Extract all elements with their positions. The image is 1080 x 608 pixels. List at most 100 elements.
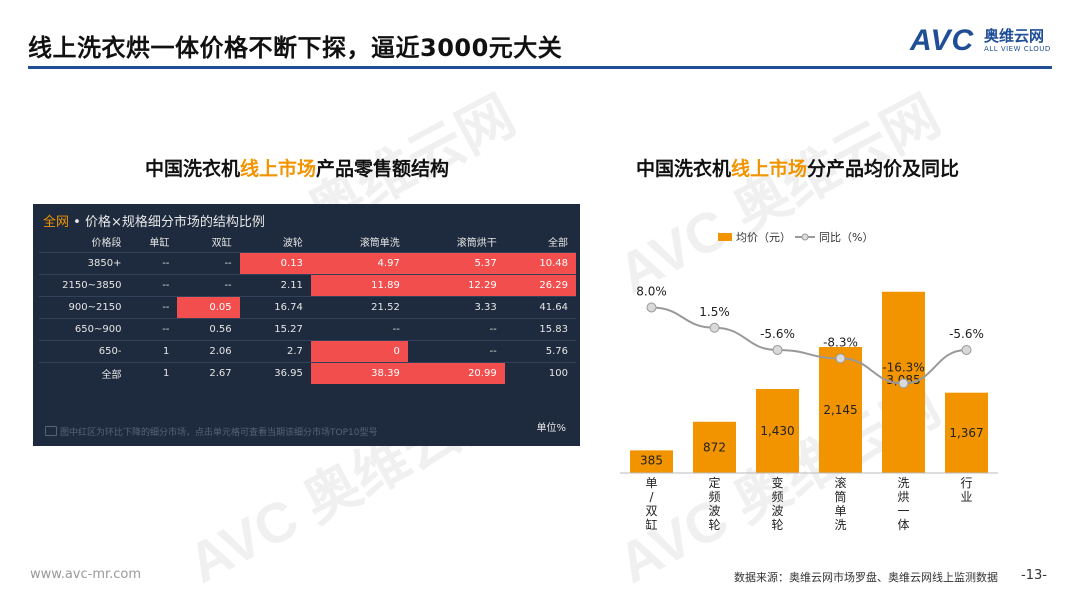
- table-cell[interactable]: 15.83: [504, 318, 576, 341]
- table-cell[interactable]: 10.48: [504, 252, 576, 275]
- avg-price-chart: 均价（元）同比（%）3858721,4302,1453,0851,367单/双缸…: [620, 231, 998, 532]
- yoy-label: -8.3%: [823, 335, 858, 349]
- structure-table: 价格段 单缸 双缸 波轮 滚筒单洗 滚筒烘干 全部 3850+ -- -- 0.13 4.97 5.3…: [39, 231, 576, 384]
- table-cell[interactable]: 5.37: [407, 252, 505, 275]
- row-label-cell: 900~2150: [39, 296, 130, 319]
- footer-url[interactable]: www.avc-mr.com: [30, 567, 142, 582]
- table-cell[interactable]: 2.06: [177, 340, 240, 363]
- table-cell[interactable]: 0.13: [239, 252, 311, 275]
- page-number: -13-: [1021, 568, 1047, 583]
- logo-mark: AVC: [910, 24, 975, 57]
- yoy-label: -16.3%: [882, 360, 924, 374]
- table-cell[interactable]: --: [129, 296, 178, 319]
- logo-en: ALL VIEW CLOUD: [984, 45, 1051, 53]
- table-cell[interactable]: 16.74: [239, 296, 311, 319]
- yoy-point: [961, 344, 972, 355]
- table-cell[interactable]: --: [129, 274, 178, 297]
- yoy-point: [646, 302, 657, 313]
- table-cell[interactable]: --: [310, 318, 408, 341]
- table-cell[interactable]: 2.11: [239, 274, 311, 297]
- right-subtitle: 中国洗衣机线上市场分产品均价及同比: [636, 158, 960, 180]
- legend-line-marker: [801, 233, 809, 241]
- table-row: 650~900 -- 0.56 15.27 -- -- 15.83: [39, 318, 576, 341]
- row-label-cell: 650-: [39, 340, 130, 363]
- x-tick-label: 滚筒单洗: [834, 475, 846, 532]
- column-header: 滚筒烘干: [456, 238, 497, 249]
- panel-title: • 价格×规格细分市场的结构比例: [69, 215, 265, 230]
- table-cell[interactable]: 38.39: [310, 362, 408, 384]
- yoy-label: 1.5%: [699, 305, 730, 319]
- column-header: 滚筒单洗: [359, 238, 400, 249]
- table-cell[interactable]: --: [407, 318, 505, 341]
- table-footnote: 图中红区为环比下降的细分市场，点击单元格可查看当期该细分市场TOP10型号: [45, 425, 377, 438]
- x-tick-label: 单/双缸: [645, 476, 657, 532]
- table-row: 900~2150 -- 0.05 16.74 21.52 3.33 41.64: [39, 296, 576, 319]
- table-cell[interactable]: 41.64: [504, 296, 576, 319]
- bar: [756, 388, 799, 473]
- table-cell[interactable]: --: [177, 252, 240, 275]
- table-cell[interactable]: 20.99: [407, 362, 505, 384]
- table-cell[interactable]: --: [177, 274, 240, 297]
- table-cell[interactable]: 1: [129, 362, 178, 384]
- table-cell[interactable]: --: [129, 318, 178, 341]
- bar: [819, 346, 862, 473]
- table-header-row: 价格段 单缸 双缸 波轮 滚筒单洗 滚筒烘干 全部: [39, 231, 576, 253]
- table-cell[interactable]: 0.05: [177, 296, 240, 319]
- yoy-label: -5.6%: [760, 327, 795, 341]
- header-rule: [28, 66, 1052, 69]
- table-cell[interactable]: 15.27: [239, 318, 311, 341]
- table-cell[interactable]: 26.29: [504, 274, 576, 297]
- table-cell[interactable]: 2.7: [239, 340, 311, 363]
- row-label-cell: 3850+: [39, 252, 130, 275]
- bar-value-label: 2,145: [823, 403, 857, 417]
- logo-cn: 奥维云网: [984, 27, 1045, 45]
- yoy-label: -5.6%: [949, 327, 984, 341]
- table-cell[interactable]: 3.33: [407, 296, 505, 319]
- legend-bar-swatch: [718, 233, 732, 241]
- table-row: 2150~3850 -- -- 2.11 11.89 12.29 26.29: [39, 274, 576, 297]
- x-tick-label: 变频波轮: [771, 475, 783, 532]
- panel-header: 全网 • 价格×规格细分市场的结构比例: [43, 211, 265, 230]
- table-cell[interactable]: 0: [310, 340, 408, 363]
- bar: [630, 450, 673, 473]
- yoy-point: [898, 378, 909, 389]
- table-cell[interactable]: 5.76: [504, 340, 576, 363]
- table-row: 3850+ -- -- 0.13 4.97 5.37 10.48: [39, 252, 576, 275]
- table-cell[interactable]: 4.97: [310, 252, 408, 275]
- table-cell[interactable]: 2.67: [177, 362, 240, 384]
- legend-bar-label: 均价（元）: [736, 231, 791, 244]
- table-cell[interactable]: 1: [129, 340, 178, 363]
- yoy-label: 8.0%: [636, 284, 667, 298]
- table-cell[interactable]: --: [129, 252, 178, 275]
- data-source: 数据来源：奥维云网市场罗盘、奥维云网线上监测数据: [734, 571, 998, 584]
- table-cell[interactable]: 12.29: [407, 274, 505, 297]
- row-label-cell: 2150~3850: [39, 274, 130, 297]
- table-cell[interactable]: 21.52: [310, 296, 408, 319]
- column-header: 价格段: [91, 238, 122, 249]
- column-header: 单缸: [149, 238, 170, 249]
- bar-value-label: 872: [703, 440, 726, 454]
- column-header: 双缸: [211, 238, 232, 249]
- bar: [945, 392, 988, 473]
- bar: [693, 421, 736, 473]
- yoy-point: [709, 322, 720, 333]
- bar-value-label: 1,367: [949, 426, 983, 440]
- panel-tag[interactable]: 全网: [43, 215, 70, 230]
- structure-table-panel: 全网 • 价格×规格细分市场的结构比例 价格段 单缸 双缸 波轮 滚筒单洗 滚筒烘干 全部 …: [33, 204, 580, 446]
- x-tick-label: 洗烘一体: [897, 476, 909, 532]
- yoy-point: [772, 344, 783, 355]
- table-row: 全部 1 2.67 36.95 38.39 20.99 100: [39, 362, 576, 384]
- table-unit: 单位%: [536, 423, 566, 434]
- table-cell[interactable]: 36.95: [239, 362, 311, 384]
- page-title: 线上洗衣烘一体价格不断下探，逼近3000元大关: [28, 34, 563, 62]
- table-cell[interactable]: 100: [504, 362, 576, 384]
- x-tick-label: 行业: [960, 476, 972, 504]
- column-header: 波轮: [282, 238, 303, 249]
- x-tick-label: 定频波轮: [708, 475, 720, 532]
- table-cell[interactable]: --: [407, 340, 505, 363]
- yoy-line: [651, 306, 967, 385]
- table-row: 650- 1 2.06 2.7 0 -- 5.76: [39, 340, 576, 363]
- table-cell[interactable]: 0.56: [177, 318, 240, 341]
- table-cell[interactable]: 11.89: [310, 274, 408, 297]
- row-label-cell: 650~900: [39, 318, 130, 341]
